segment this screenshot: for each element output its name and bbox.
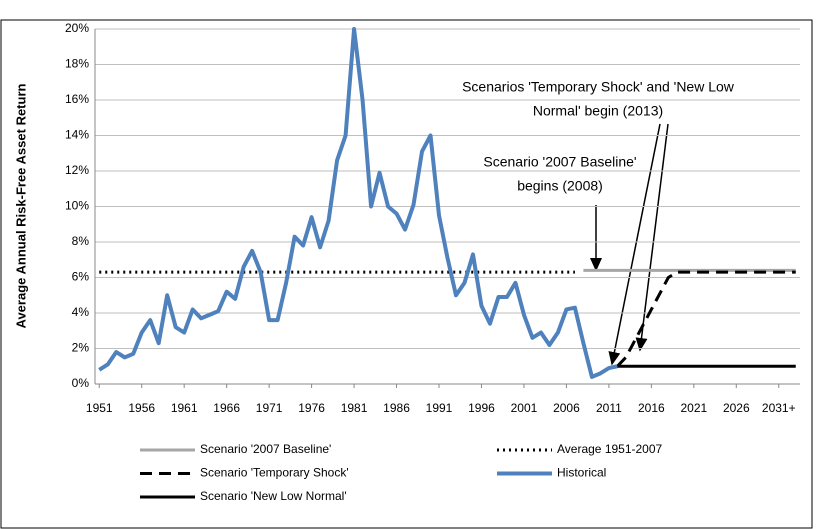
legend-label: Average 1951-2007	[557, 442, 663, 456]
y-tick-label: 20%	[65, 21, 89, 35]
legend-label: Scenario '2007 Baseline'	[200, 442, 331, 456]
annotation: Normal' begin (2013)	[533, 103, 663, 119]
y-tick-label: 6%	[72, 270, 90, 284]
y-tick-label: 4%	[72, 305, 90, 319]
x-tick-label: 1996	[468, 401, 495, 415]
legend-label: Scenario 'Temporary Shock'	[200, 466, 349, 480]
x-tick-label: 1966	[213, 401, 240, 415]
x-tick-label: 1981	[341, 401, 368, 415]
x-tick-label: 2031+	[762, 401, 796, 415]
x-tick-label: 1991	[426, 401, 453, 415]
y-tick-label: 12%	[65, 163, 89, 177]
series-line	[616, 270, 796, 368]
y-tick-label: 18%	[65, 57, 89, 71]
annotation-arrow	[608, 123, 661, 366]
x-tick-label: 1951	[86, 401, 113, 415]
legend-label: Scenario 'New Low Normal'	[200, 489, 347, 503]
x-tick-label: 2011	[596, 401, 622, 415]
frame	[0, 19, 813, 529]
y-tick-label: 10%	[65, 199, 89, 213]
x-tick-label: 2006	[553, 401, 580, 415]
legend-label: Historical	[557, 466, 606, 480]
y-tick-label: 0%	[72, 376, 90, 390]
y-tick-label: 16%	[65, 92, 89, 106]
y-tick-label: 2%	[72, 341, 90, 355]
x-tick-label: 2021	[680, 401, 707, 415]
annotation-arrow	[635, 123, 669, 352]
x-tick-label: 1956	[128, 401, 155, 415]
x-tick-label: 2016	[638, 401, 665, 415]
x-tick-label: 1971	[256, 401, 283, 415]
x-tick-label: 2001	[511, 401, 538, 415]
x-tick-label: 1986	[383, 401, 410, 415]
y-axis-label: Average Annual Risk-Free Asset Return	[13, 83, 28, 328]
annotation: begins (2008)	[517, 178, 603, 194]
x-tick-label: 1976	[298, 401, 325, 415]
series-line	[98, 27, 618, 379]
x-tick-label: 2026	[723, 401, 750, 415]
annotation: Scenarios 'Temporary Shock' and 'New Low	[462, 79, 735, 95]
y-tick-label: 8%	[72, 234, 90, 248]
y-tick-label: 14%	[65, 128, 89, 142]
annotation: Scenario '2007 Baseline'	[483, 154, 636, 170]
x-tick-label: 1961	[171, 401, 198, 415]
